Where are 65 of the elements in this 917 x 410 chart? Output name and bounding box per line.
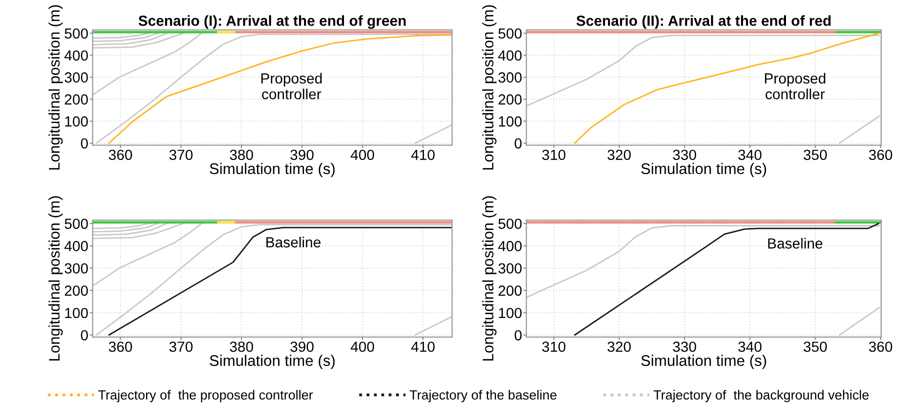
x-tick-label: 350 bbox=[804, 150, 827, 160]
y-tick-label: 0 bbox=[514, 138, 522, 149]
x-tick-label: 390 bbox=[290, 150, 314, 160]
y-tick-label: 500 bbox=[64, 28, 88, 39]
y-axis-title: Longitudinal position (m) bbox=[482, 5, 496, 170]
annotation: Baseline bbox=[266, 236, 321, 248]
x-axis-title: Simulation time (s) bbox=[210, 354, 335, 370]
x-tick-label: 390 bbox=[290, 342, 314, 352]
annotation: Baseline bbox=[768, 238, 822, 249]
x-tick-label: 400 bbox=[350, 342, 374, 352]
x-tick-label: 350 bbox=[804, 342, 827, 352]
y-tick-label: 300 bbox=[64, 72, 88, 83]
y-tick-label: 400 bbox=[498, 240, 522, 252]
y-tick-label: 500 bbox=[64, 218, 88, 229]
x-tick-label: 360 bbox=[868, 150, 892, 160]
x-tick-label: 360 bbox=[108, 342, 132, 352]
y-tick-label: 200 bbox=[64, 94, 88, 105]
y-tick-label: 400 bbox=[64, 240, 88, 252]
annotation: Proposed controller bbox=[261, 72, 322, 100]
y-tick-label: 100 bbox=[498, 116, 522, 127]
legend-label: Trajectory of the background vehicle bbox=[654, 390, 869, 402]
y-tick-label: 100 bbox=[65, 116, 88, 127]
y-tick-label: 200 bbox=[498, 286, 522, 296]
y-tick-label: 200 bbox=[498, 94, 522, 105]
annotation: Proposed controller bbox=[764, 72, 826, 100]
x-tick-label: 310 bbox=[542, 342, 566, 352]
x-axis-title: Simulation time (s) bbox=[210, 162, 335, 178]
x-tick-label: 340 bbox=[738, 342, 762, 352]
x-tick-label: 370 bbox=[169, 150, 193, 160]
x-axis-title: Simulation time (s) bbox=[641, 354, 766, 370]
y-tick-label: 500 bbox=[498, 28, 522, 39]
y-axis-title: Longitudinal position (m) bbox=[48, 5, 63, 170]
chart-title: Scenario (I): Arrival at the end of green bbox=[138, 15, 406, 29]
x-tick-label: 340 bbox=[738, 150, 762, 160]
y-tick-label: 300 bbox=[498, 72, 522, 83]
x-tick-label: 320 bbox=[608, 342, 631, 352]
x-tick-label: 370 bbox=[169, 342, 193, 352]
x-tick-label: 360 bbox=[868, 342, 892, 352]
legend-label: Trajectory of the baseline bbox=[410, 390, 556, 402]
y-tick-label: 100 bbox=[65, 308, 88, 318]
x-tick-label: 330 bbox=[672, 342, 696, 352]
chart-title: Scenario (II): Arrival at the end of red bbox=[576, 15, 831, 29]
legend-label: Trajectory of the proposed controller bbox=[98, 390, 313, 402]
x-tick-label: 410 bbox=[411, 150, 435, 160]
x-tick-label: 360 bbox=[108, 150, 132, 160]
y-tick-label: 300 bbox=[64, 263, 88, 274]
x-tick-label: 410 bbox=[411, 342, 435, 352]
x-axis-title: Simulation time (s) bbox=[641, 162, 766, 178]
y-tick-label: 0 bbox=[80, 330, 88, 340]
x-tick-label: 380 bbox=[230, 342, 254, 352]
y-tick-label: 0 bbox=[80, 138, 88, 149]
y-axis-title: Longitudinal position (m) bbox=[482, 196, 496, 361]
x-tick-label: 310 bbox=[542, 150, 566, 160]
y-tick-label: 300 bbox=[498, 263, 522, 274]
x-tick-label: 400 bbox=[350, 150, 374, 160]
y-tick-label: 400 bbox=[64, 50, 88, 61]
y-tick-label: 400 bbox=[498, 50, 522, 61]
y-tick-label: 0 bbox=[514, 330, 522, 340]
x-tick-label: 380 bbox=[230, 150, 254, 160]
y-tick-label: 500 bbox=[498, 218, 522, 229]
x-tick-label: 320 bbox=[608, 150, 631, 160]
y-axis-title: Longitudinal position (m) bbox=[48, 196, 63, 361]
x-tick-label: 330 bbox=[672, 150, 696, 160]
y-tick-label: 200 bbox=[64, 286, 88, 296]
y-tick-label: 100 bbox=[498, 308, 522, 318]
